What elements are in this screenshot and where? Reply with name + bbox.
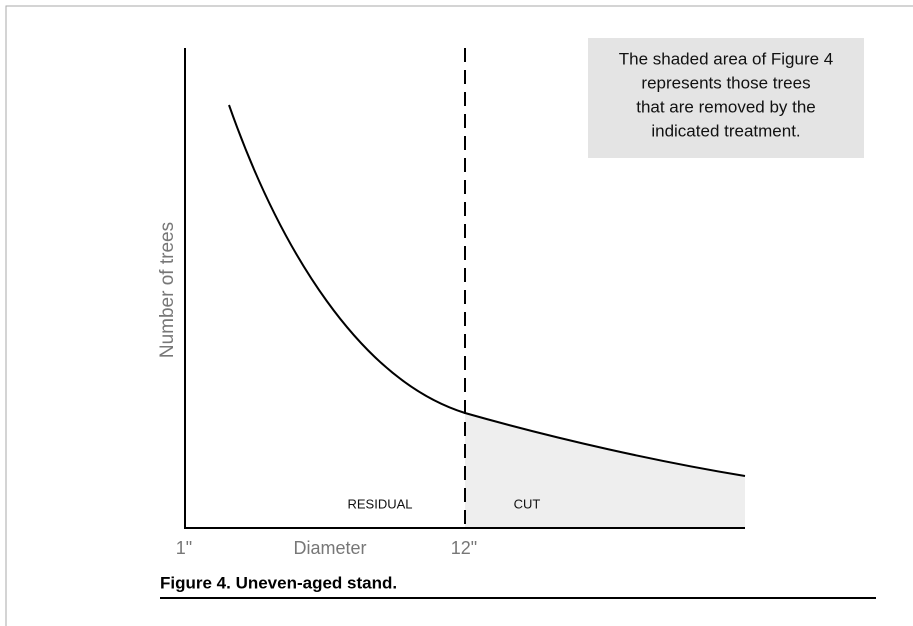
note-box <box>588 38 864 158</box>
cut-area <box>465 413 745 528</box>
x-axis-label: Diameter <box>293 538 366 558</box>
x-mark-label: 12" <box>451 538 477 558</box>
x-start-label: 1" <box>176 538 192 558</box>
note-line: indicated treatment. <box>651 121 800 140</box>
caption: Figure 4. Uneven-aged stand. <box>160 573 397 592</box>
region-label: CUT <box>514 496 541 511</box>
y-axis-label: Number of trees <box>157 222 178 358</box>
curve <box>228 104 746 477</box>
frame <box>5 5 913 626</box>
note-line: represents those trees <box>641 73 810 92</box>
note-line: The shaded area of Figure 4 <box>619 49 834 68</box>
note-line: that are removed by the <box>636 97 816 116</box>
region-label: RESIDUAL <box>347 496 412 511</box>
